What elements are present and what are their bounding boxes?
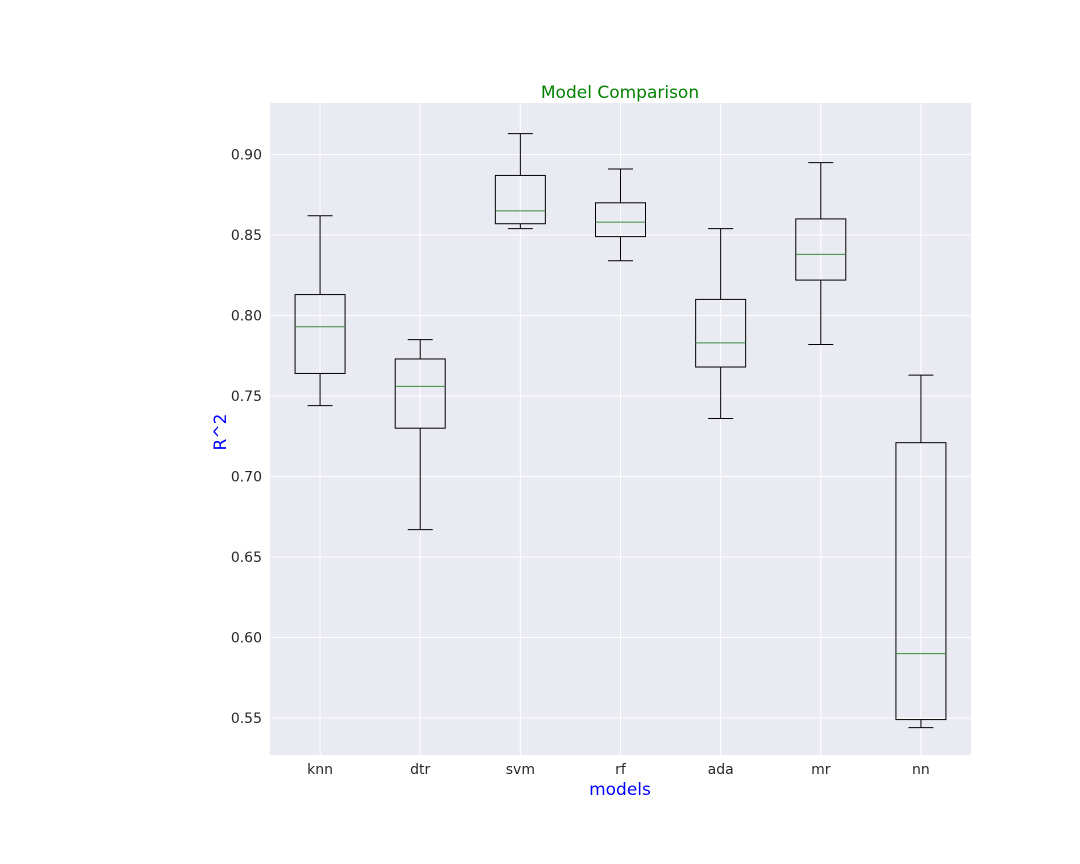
- iqr-box: [695, 298, 747, 368]
- y-tick-label: 0.60: [231, 630, 262, 646]
- iqr-box: [595, 202, 646, 238]
- iqr-box: [494, 174, 546, 225]
- boxes-layer: [294, 133, 947, 729]
- x-tick-label: rf: [615, 762, 627, 778]
- x-tick-label: dtr: [410, 762, 430, 778]
- x-tick-label: mr: [811, 762, 831, 778]
- x-tick-label: knn: [307, 762, 333, 778]
- box-ada: [695, 228, 747, 420]
- y-tick-label: 0.75: [231, 389, 262, 405]
- y-tick-labels: 0.55 0.60 0.65 0.70 0.75 0.80 0.85 0.90: [231, 148, 262, 727]
- chart-title: Model Comparison: [541, 83, 699, 103]
- iqr-box: [895, 442, 947, 721]
- box-dtr: [394, 339, 446, 531]
- y-tick-label: 0.90: [231, 148, 262, 164]
- iqr-box: [294, 294, 346, 374]
- box-mr: [795, 162, 847, 345]
- box-nn: [895, 374, 947, 729]
- y-tick-label: 0.85: [231, 228, 262, 244]
- x-axis-label: models: [589, 780, 651, 800]
- iqr-box: [795, 218, 847, 281]
- x-tick-label: ada: [708, 762, 734, 778]
- x-tick-label: svm: [506, 762, 535, 778]
- box-rf: [595, 168, 646, 262]
- y-axis-label: R^2: [211, 414, 231, 451]
- y-tick-label: 0.65: [231, 550, 262, 566]
- y-tick-label: 0.55: [231, 711, 262, 727]
- x-tick-labels: knn dtr svm rf ada mr nn: [307, 762, 930, 778]
- x-tick-label: nn: [912, 762, 930, 778]
- iqr-box: [394, 358, 446, 429]
- y-tick-label: 0.80: [231, 309, 262, 325]
- y-tick-label: 0.70: [231, 469, 262, 485]
- box-knn: [294, 215, 346, 407]
- box-svm: [494, 133, 546, 230]
